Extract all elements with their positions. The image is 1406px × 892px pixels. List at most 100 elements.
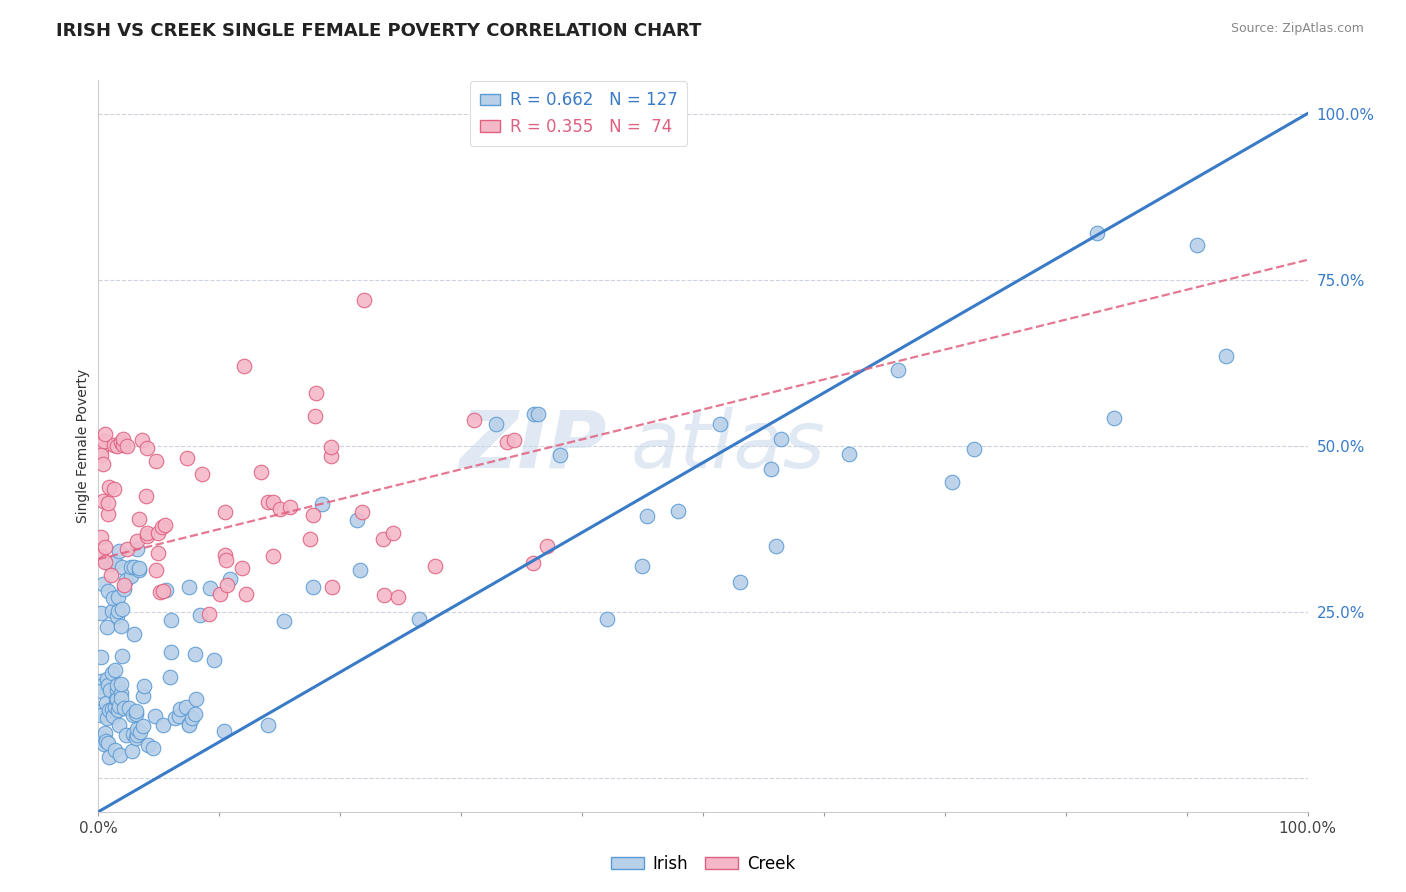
Point	[311, 498, 333, 512]
Point	[346, 513, 368, 527]
Point	[103, 482, 125, 496]
Point	[522, 556, 544, 570]
Point	[198, 582, 221, 596]
Point	[269, 501, 291, 516]
Point	[128, 561, 150, 575]
Point	[101, 666, 124, 681]
Point	[97, 584, 120, 599]
Point	[108, 717, 131, 731]
Point	[153, 518, 176, 533]
Point	[105, 678, 128, 692]
Point	[214, 724, 236, 739]
Text: IRISH VS CREEK SINGLE FEMALE POVERTY CORRELATION CHART: IRISH VS CREEK SINGLE FEMALE POVERTY COR…	[56, 22, 702, 40]
Point	[214, 505, 236, 519]
Point	[121, 743, 143, 757]
Point	[523, 407, 546, 421]
Point	[110, 690, 132, 705]
Point	[769, 432, 792, 446]
Point	[160, 645, 183, 659]
Point	[105, 439, 128, 453]
Point	[111, 601, 134, 615]
Point	[761, 461, 783, 475]
Y-axis label: Single Female Poverty: Single Female Poverty	[76, 369, 90, 523]
Point	[90, 606, 112, 620]
Point	[112, 432, 135, 446]
Point	[104, 691, 127, 706]
Point	[142, 740, 165, 755]
Point	[1215, 349, 1237, 363]
Point	[101, 702, 124, 716]
Point	[184, 692, 207, 706]
Point	[838, 447, 860, 461]
Point	[134, 679, 156, 693]
Point	[273, 615, 295, 629]
Point	[97, 703, 120, 717]
Point	[150, 520, 173, 534]
Point	[177, 717, 200, 731]
Point	[98, 481, 121, 495]
Point	[548, 448, 571, 462]
Point	[941, 475, 963, 489]
Point	[215, 578, 238, 592]
Point	[321, 449, 343, 463]
Point	[97, 508, 120, 522]
Point	[148, 546, 170, 560]
Point	[98, 557, 121, 571]
Point	[463, 412, 485, 426]
Point	[181, 711, 204, 725]
Point	[94, 555, 117, 569]
Point	[127, 728, 149, 742]
Point	[963, 442, 986, 456]
Point	[114, 573, 136, 587]
Point	[214, 553, 236, 567]
Point	[104, 555, 127, 569]
Point	[125, 704, 148, 718]
Point	[107, 604, 129, 618]
Point	[105, 608, 128, 623]
Point	[219, 572, 242, 586]
Point	[90, 731, 112, 746]
Point	[136, 525, 159, 540]
Point	[1185, 238, 1208, 252]
Point	[129, 725, 152, 739]
Point	[304, 409, 326, 423]
Point	[90, 679, 112, 693]
Point	[136, 739, 159, 753]
Point	[101, 591, 124, 606]
Point	[155, 582, 177, 597]
Point	[321, 440, 343, 454]
Point	[321, 581, 343, 595]
Point	[96, 620, 118, 634]
Point	[373, 587, 395, 601]
Point	[97, 496, 120, 510]
Point	[256, 495, 278, 509]
Point	[250, 465, 273, 479]
Point	[174, 700, 197, 714]
Point	[105, 683, 128, 698]
Point	[124, 627, 146, 641]
Point	[527, 407, 550, 421]
Point	[100, 604, 122, 618]
Point	[145, 563, 167, 577]
Point	[104, 743, 127, 757]
Point	[90, 549, 112, 564]
Point	[145, 709, 167, 723]
Point	[262, 495, 284, 509]
Point	[107, 590, 129, 604]
Point	[353, 293, 375, 307]
Point	[108, 748, 131, 763]
Point	[183, 647, 205, 661]
Point	[96, 711, 118, 725]
Point	[152, 583, 174, 598]
Text: ZIP: ZIP	[458, 407, 606, 485]
Point	[127, 722, 149, 736]
Point	[352, 505, 374, 519]
Point	[496, 435, 519, 450]
Point	[152, 718, 174, 732]
Point	[107, 703, 129, 717]
Point	[96, 673, 118, 687]
Point	[536, 539, 558, 553]
Point	[631, 559, 654, 574]
Text: Source: ZipAtlas.com: Source: ZipAtlas.com	[1230, 22, 1364, 36]
Point	[371, 532, 394, 546]
